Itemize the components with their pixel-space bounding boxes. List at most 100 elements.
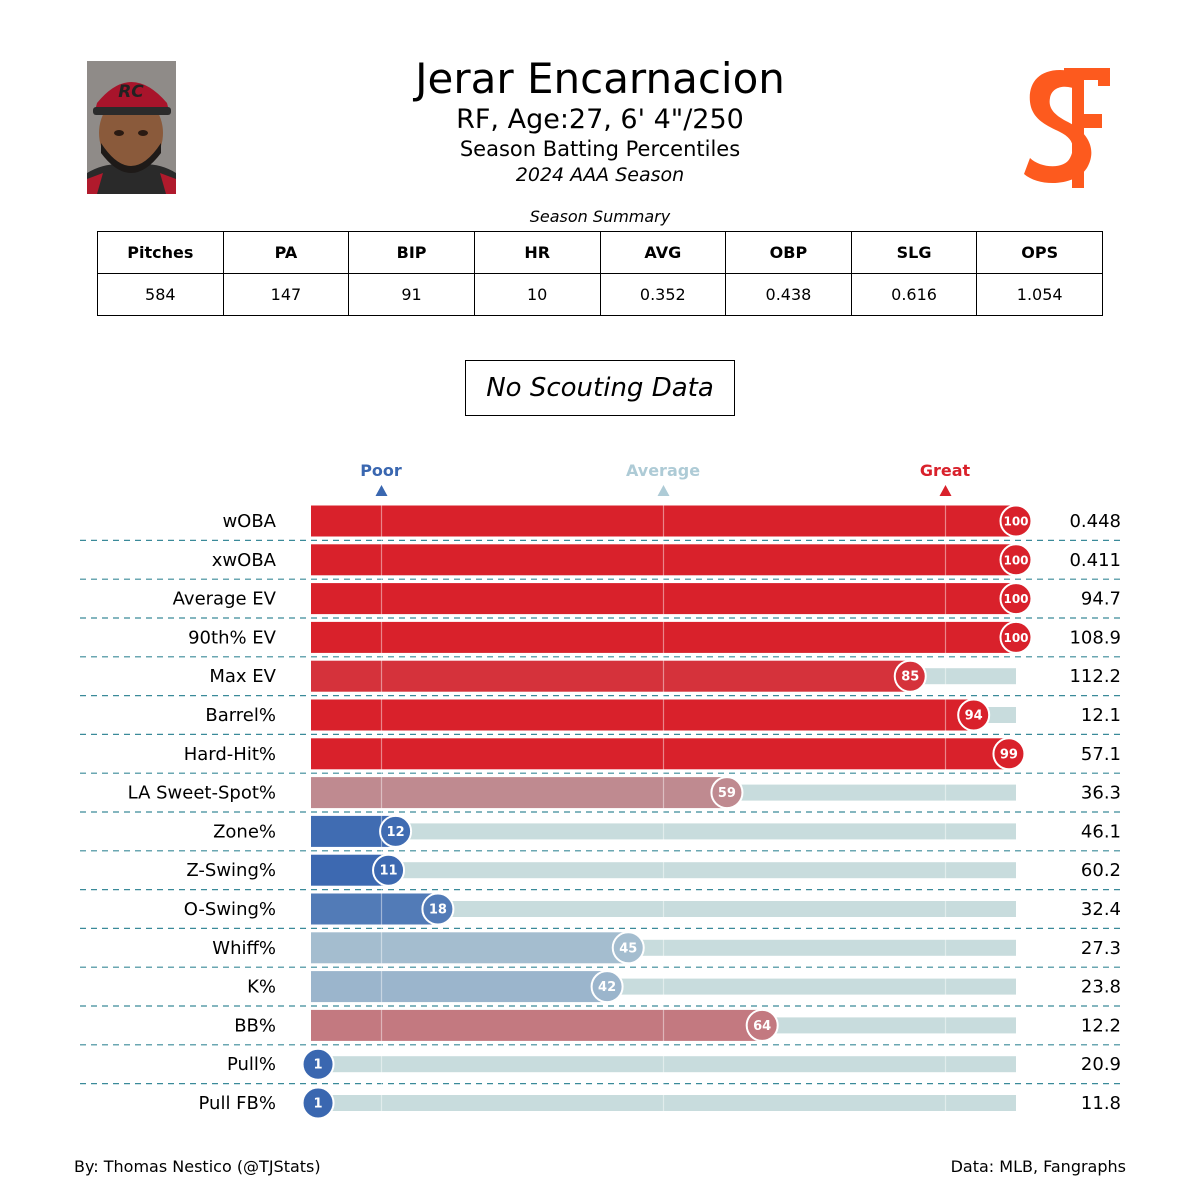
bar-track	[311, 901, 1016, 917]
percentile-bar	[311, 621, 1016, 653]
bar-track	[311, 862, 1016, 879]
summary-value-cell: 0.352	[599, 273, 727, 316]
category-label: Zone%	[213, 821, 276, 842]
percentile-label: 11	[380, 864, 398, 879]
category-label: Pull FB%	[199, 1093, 276, 1114]
scouting-box: No Scouting Data	[465, 360, 735, 416]
percentile-bar	[311, 893, 438, 925]
season-summary-table: Pitches PA BIP HR AVG OBP SLG OPS 584 14…	[97, 231, 1103, 316]
percentile-marker	[301, 1086, 335, 1120]
category-label: Pull%	[227, 1054, 276, 1075]
legend-marker-icon	[939, 485, 952, 496]
percentile-bar	[311, 699, 974, 731]
category-label: Max EV	[209, 666, 276, 687]
summary-header-cell: OBP	[725, 231, 852, 274]
stat-value: 23.8	[1081, 977, 1121, 998]
player-headshot: RC	[87, 61, 176, 194]
percentile-bar	[311, 544, 1016, 576]
percentile-label: 94	[965, 709, 983, 724]
team-logo	[1018, 62, 1118, 192]
percentile-label: 1	[314, 1058, 323, 1073]
category-label: BB%	[234, 1015, 276, 1036]
summary-value-cell: 584	[97, 273, 224, 316]
category-label: Whiff%	[212, 938, 276, 959]
season-label: 2024 AAA Season	[515, 164, 685, 186]
percentile-marker	[893, 659, 927, 693]
percentile-bar	[311, 777, 727, 809]
percentile-bar	[311, 505, 1016, 537]
cap-logo-text: RC	[118, 82, 144, 102]
percentile-label: 18	[429, 903, 447, 918]
percentile-label: 99	[1000, 747, 1018, 762]
stat-value: 46.1	[1081, 821, 1121, 842]
summary-header-cell: SLG	[850, 231, 978, 274]
player-name: Jerar Encarnacion	[415, 54, 785, 103]
percentile-label: 100	[1003, 592, 1028, 606]
stat-value: 57.1	[1081, 744, 1121, 765]
summary-value-cell: 0.616	[850, 273, 978, 316]
percentile-bar	[311, 1009, 763, 1041]
summary-value-cell: 1.054	[976, 273, 1103, 316]
percentile-marker	[957, 698, 991, 732]
summary-value-cell: 10	[473, 273, 601, 316]
stat-value: 36.3	[1081, 783, 1121, 804]
bar-track	[311, 1056, 1016, 1073]
percentile-marker	[999, 620, 1033, 654]
percentile-label: 42	[598, 980, 616, 995]
summary-header-cell: OPS	[976, 231, 1103, 274]
percentile-marker	[999, 504, 1033, 538]
legend-marker-icon	[657, 485, 670, 496]
category-label: O-Swing%	[184, 899, 276, 920]
percentile-label: 100	[1003, 515, 1028, 529]
legend-poor-label: Poor	[360, 461, 402, 480]
legend-great-label: Great	[919, 461, 971, 480]
credit-source: Data: MLB, Fangraphs	[950, 1157, 1126, 1176]
chart-subtitle: Season Batting Percentiles	[459, 137, 741, 161]
percentile-marker	[999, 543, 1033, 577]
percentile-label: 100	[1003, 631, 1028, 645]
summary-header-cell: Pitches	[97, 231, 224, 274]
summary-title: Season Summary	[529, 207, 671, 226]
category-label: wOBA	[222, 511, 276, 532]
percentile-marker	[379, 814, 413, 848]
percentile-label: 45	[619, 941, 637, 956]
category-label: Average EV	[173, 589, 277, 610]
summary-value-cell: 0.438	[725, 273, 852, 316]
stat-value: 20.9	[1081, 1054, 1121, 1075]
legend-average-label: Average	[625, 461, 701, 480]
stat-value: 0.448	[1069, 511, 1121, 532]
percentile-label: 85	[901, 670, 919, 685]
player-position-line: RF, Age:27, 6' 4"/250	[456, 104, 744, 135]
summary-header-cell: BIP	[348, 231, 475, 274]
summary-value-cell: 91	[348, 273, 475, 316]
percentile-marker	[992, 737, 1026, 771]
percentile-marker	[999, 582, 1033, 616]
percentile-label: 59	[718, 786, 736, 801]
stat-value: 12.2	[1081, 1015, 1121, 1036]
summary-value-cell: 147	[222, 273, 350, 316]
stat-value: 108.9	[1069, 627, 1121, 648]
percentile-label: 12	[387, 825, 405, 840]
stat-value: 11.8	[1081, 1093, 1121, 1114]
percentile-marker	[421, 892, 455, 926]
category-label: xwOBA	[212, 550, 277, 571]
summary-header-cell: HR	[473, 231, 601, 274]
category-label: K%	[247, 977, 276, 998]
percentile-marker	[590, 970, 624, 1004]
percentile-marker	[611, 931, 645, 965]
percentile-bar	[311, 971, 608, 1003]
category-label: Hard-Hit%	[184, 744, 276, 765]
stat-value: 27.3	[1081, 938, 1121, 959]
percentile-bar	[311, 583, 1016, 615]
credit-author: By: Thomas Nestico (@TJStats)	[74, 1157, 321, 1176]
percentile-label: 100	[1003, 553, 1028, 567]
category-label: Barrel%	[205, 705, 276, 726]
percentile-marker	[372, 853, 406, 887]
legend-marker-icon	[375, 485, 388, 496]
percentile-bar	[311, 660, 911, 692]
summary-header-cell: PA	[222, 231, 350, 274]
stat-value: 94.7	[1081, 589, 1121, 610]
percentile-marker	[745, 1008, 779, 1042]
stat-value: 32.4	[1081, 899, 1121, 920]
